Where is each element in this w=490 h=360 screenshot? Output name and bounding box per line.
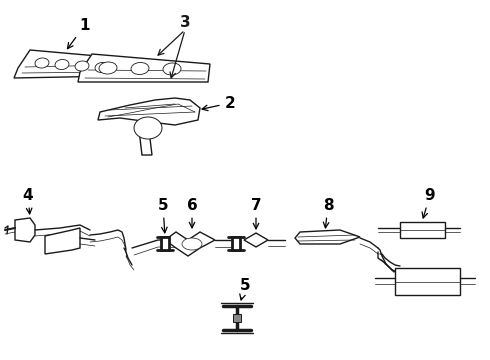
Polygon shape (98, 98, 200, 125)
Ellipse shape (163, 63, 181, 75)
Polygon shape (295, 230, 360, 244)
Polygon shape (165, 232, 215, 256)
Text: 1: 1 (68, 18, 90, 49)
Text: 5: 5 (158, 198, 168, 233)
Polygon shape (78, 54, 210, 82)
Ellipse shape (35, 58, 49, 68)
Text: 2: 2 (202, 95, 235, 111)
Polygon shape (138, 122, 152, 155)
Text: 5: 5 (240, 278, 250, 300)
Text: 3: 3 (180, 14, 190, 30)
Polygon shape (14, 50, 120, 78)
Ellipse shape (182, 238, 202, 250)
Polygon shape (395, 268, 460, 295)
Ellipse shape (131, 63, 149, 75)
Polygon shape (232, 237, 240, 250)
Polygon shape (233, 314, 241, 322)
Polygon shape (45, 228, 80, 254)
Polygon shape (161, 237, 169, 250)
Ellipse shape (55, 59, 69, 69)
Ellipse shape (75, 61, 89, 71)
Ellipse shape (95, 63, 109, 72)
Ellipse shape (134, 117, 162, 139)
Text: 9: 9 (422, 188, 435, 218)
Ellipse shape (99, 62, 117, 74)
Text: 7: 7 (251, 198, 261, 229)
Text: 4: 4 (23, 188, 33, 214)
Polygon shape (400, 222, 445, 238)
Text: 8: 8 (323, 198, 333, 228)
Text: 6: 6 (187, 198, 197, 228)
Polygon shape (244, 233, 268, 247)
Polygon shape (15, 218, 35, 242)
